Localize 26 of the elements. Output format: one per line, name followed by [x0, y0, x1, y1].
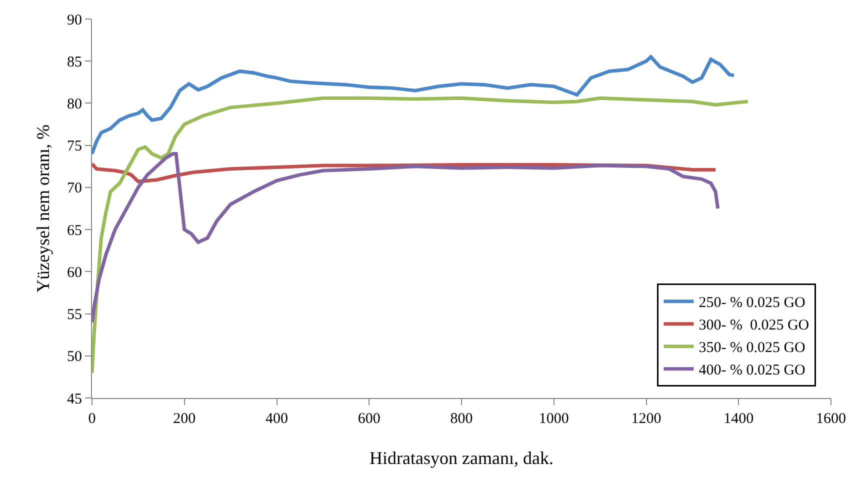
line-series	[92, 55, 736, 156]
legend-label: 250- % 0.025 GO	[698, 295, 806, 312]
x-axis-title: Hidratasyon zamanı, dak.	[370, 448, 554, 468]
y-tick-label: 70	[67, 180, 82, 197]
y-tick-label: 45	[67, 391, 82, 408]
y-tick-label: 60	[67, 264, 82, 281]
x-tick-label: 1200	[631, 411, 662, 427]
x-tick-label: 1400	[724, 411, 754, 427]
y-tick-label: 90	[67, 12, 82, 28]
x-tick-label: 0	[88, 411, 96, 427]
x-tick-label: 200	[173, 411, 196, 427]
y-tick-label: 55	[67, 307, 82, 324]
x-tick-label: 800	[450, 411, 473, 427]
y-tick-label: 75	[67, 138, 82, 155]
x-tick-label: 1600	[816, 411, 846, 427]
legend-label: 350- % 0.025 GO	[698, 340, 806, 356]
legend-label: 300- % 0.025 GO	[698, 318, 810, 334]
legend-label: 400- % 0.025 GO	[698, 362, 806, 379]
y-axis-title: Yüzeysel nem oranı, %	[33, 124, 54, 292]
x-tick-label: 400	[266, 411, 288, 427]
y-tick-label: 65	[67, 222, 82, 239]
x-tick-label: 600	[358, 411, 380, 427]
y-tick-label: 50	[67, 349, 82, 366]
y-tick-label: 85	[67, 54, 82, 70]
y-tick-label: 80	[67, 96, 82, 112]
x-tick-label: 1000	[538, 411, 569, 427]
